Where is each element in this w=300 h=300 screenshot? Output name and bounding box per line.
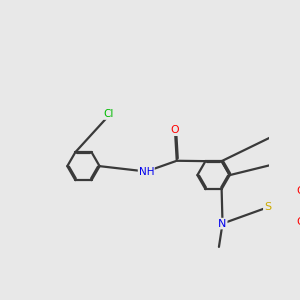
Text: O: O [297, 186, 300, 196]
Text: NH: NH [139, 167, 154, 176]
Text: S: S [264, 202, 271, 212]
Text: O: O [171, 125, 179, 135]
Text: O: O [297, 217, 300, 227]
Text: Cl: Cl [104, 109, 114, 119]
Text: N: N [218, 219, 227, 229]
